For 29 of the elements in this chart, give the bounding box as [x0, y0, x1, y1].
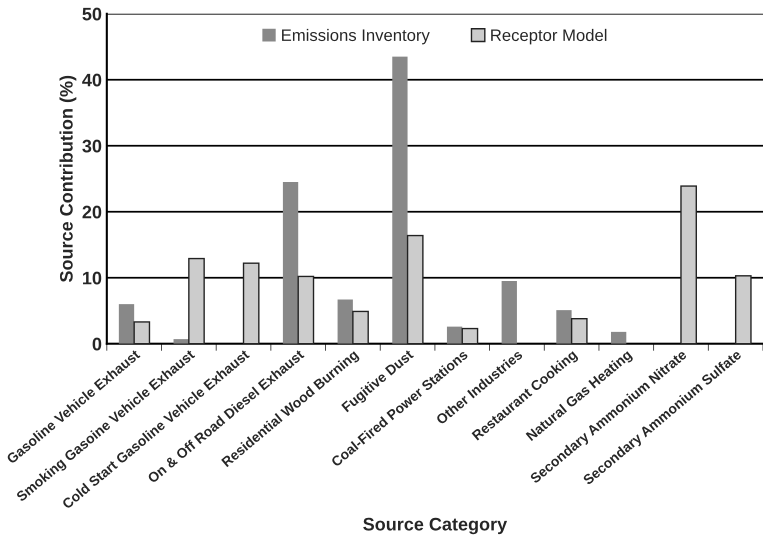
bar [188, 258, 205, 344]
bar [352, 310, 369, 344]
x-axis-title: Source Category [363, 518, 508, 534]
y-tick-label: 50 [82, 8, 102, 20]
legend-label: Emissions Inventory [282, 28, 430, 44]
bar [282, 182, 298, 344]
y-tick-label: 40 [82, 74, 102, 86]
bar [242, 262, 260, 344]
bar [680, 185, 697, 344]
legend-label: Receptor Model [491, 28, 606, 44]
bar [298, 276, 314, 344]
y-tick-label: 30 [82, 140, 102, 152]
bar [502, 281, 517, 344]
bar [556, 310, 572, 344]
bar [118, 304, 134, 344]
bar [174, 339, 189, 344]
y-axis-title: Source Contribution (%) [59, 76, 76, 282]
bar [338, 300, 353, 344]
bar [133, 321, 150, 344]
bar [570, 318, 588, 344]
y-tick-label: 10 [83, 272, 102, 284]
bar [446, 326, 462, 344]
bar [406, 234, 424, 344]
y-tick-label: 0 [92, 338, 102, 350]
bar [734, 275, 752, 344]
bar [610, 332, 626, 344]
bar [462, 328, 478, 344]
y-tick-label: 20 [82, 206, 102, 218]
bar [392, 56, 408, 344]
